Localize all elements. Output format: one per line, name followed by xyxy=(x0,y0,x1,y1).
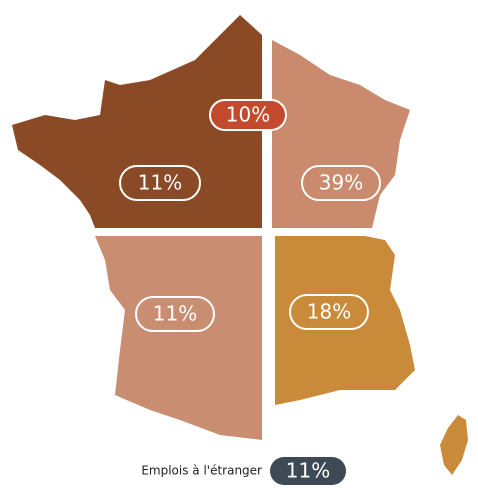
sw-label: 11% xyxy=(153,302,197,326)
region-se xyxy=(275,236,415,405)
region-nw xyxy=(12,15,262,228)
abroad-value: 11% xyxy=(286,459,330,483)
pill xyxy=(135,296,215,332)
pill xyxy=(289,294,369,330)
paris-label: 10% xyxy=(226,103,270,127)
nw-label: 11% xyxy=(138,171,182,195)
abroad-label: Emplois à l'étranger xyxy=(141,464,262,478)
ne-label: 39% xyxy=(319,171,363,195)
pill xyxy=(119,165,201,201)
pill xyxy=(301,165,381,201)
paris-pill xyxy=(209,99,287,131)
abroad-pill xyxy=(270,457,346,485)
corsica xyxy=(440,415,468,475)
se-label: 18% xyxy=(307,300,351,324)
region-sw xyxy=(95,236,262,440)
region-ne xyxy=(272,40,410,228)
